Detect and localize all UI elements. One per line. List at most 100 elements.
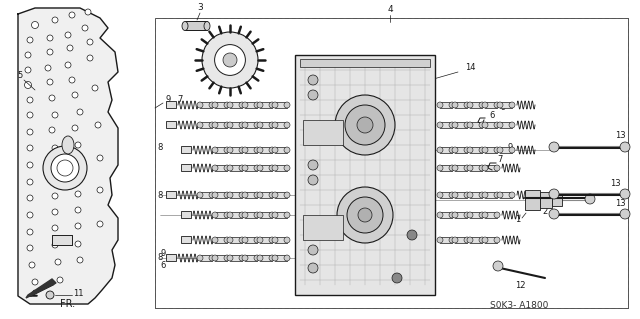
Bar [230,212,242,218]
Circle shape [509,192,515,198]
Circle shape [467,122,473,128]
Bar [440,147,452,153]
Circle shape [437,122,443,128]
Circle shape [239,212,245,218]
Bar [52,235,72,245]
Bar [215,147,227,153]
Circle shape [284,212,290,218]
Circle shape [87,39,93,45]
Bar [245,192,257,198]
Circle shape [239,255,245,261]
Circle shape [257,147,263,153]
Circle shape [97,221,103,227]
Circle shape [452,102,458,108]
Bar [52,235,72,245]
Text: 14: 14 [425,220,435,229]
Circle shape [272,212,278,218]
Polygon shape [26,279,56,298]
Bar [485,165,497,171]
Circle shape [72,125,78,131]
Circle shape [449,165,455,171]
Circle shape [52,112,58,118]
Circle shape [46,291,54,299]
Bar [215,192,227,198]
Bar [245,147,257,153]
Circle shape [452,122,458,128]
Bar [200,102,212,108]
Text: 6: 6 [490,110,495,120]
Circle shape [269,147,275,153]
Circle shape [57,160,73,176]
Circle shape [257,165,263,171]
Circle shape [239,165,245,171]
Circle shape [49,159,55,165]
Bar [470,165,482,171]
Circle shape [212,122,218,128]
Circle shape [75,142,81,148]
Circle shape [452,212,458,218]
Circle shape [242,165,248,171]
Circle shape [308,263,318,273]
Circle shape [437,102,443,108]
Bar [185,21,207,30]
Bar [166,254,176,261]
Circle shape [479,102,485,108]
Circle shape [358,208,372,222]
Circle shape [67,45,73,51]
Ellipse shape [204,21,210,31]
Bar [230,102,242,108]
Text: 8: 8 [157,144,163,152]
Circle shape [254,147,260,153]
Bar [155,18,628,308]
Circle shape [437,165,443,171]
Circle shape [72,92,78,98]
Circle shape [227,122,233,128]
Circle shape [392,273,402,283]
Bar [485,212,497,218]
Circle shape [449,122,455,128]
Circle shape [24,81,31,88]
Circle shape [65,32,71,38]
Circle shape [72,157,78,163]
Bar [275,165,287,171]
Circle shape [284,192,290,198]
Circle shape [494,102,500,108]
Bar [485,147,497,153]
Circle shape [82,25,88,31]
Bar [166,101,176,108]
Circle shape [92,85,98,91]
Circle shape [242,122,248,128]
Circle shape [467,147,473,153]
Circle shape [77,109,83,115]
Circle shape [49,127,55,133]
Circle shape [479,165,485,171]
Text: 4: 4 [387,5,393,14]
Bar [525,190,540,210]
Circle shape [464,237,470,243]
Circle shape [437,192,443,198]
Bar [230,147,242,153]
Circle shape [52,177,58,183]
Circle shape [52,17,58,23]
Bar [470,192,482,198]
Circle shape [45,65,51,71]
Circle shape [25,52,31,58]
Circle shape [224,165,230,171]
Circle shape [467,192,473,198]
Bar [260,212,272,218]
Text: 9: 9 [500,103,506,113]
Circle shape [272,122,278,128]
Text: FR.: FR. [60,299,75,309]
Circle shape [452,192,458,198]
Bar [215,212,227,218]
Bar [440,165,452,171]
Bar [275,192,287,198]
Text: 13: 13 [610,179,620,188]
Circle shape [479,192,485,198]
Circle shape [452,165,458,171]
Circle shape [224,255,230,261]
Circle shape [227,237,233,243]
Circle shape [549,189,559,199]
Circle shape [47,79,53,85]
Circle shape [482,237,488,243]
